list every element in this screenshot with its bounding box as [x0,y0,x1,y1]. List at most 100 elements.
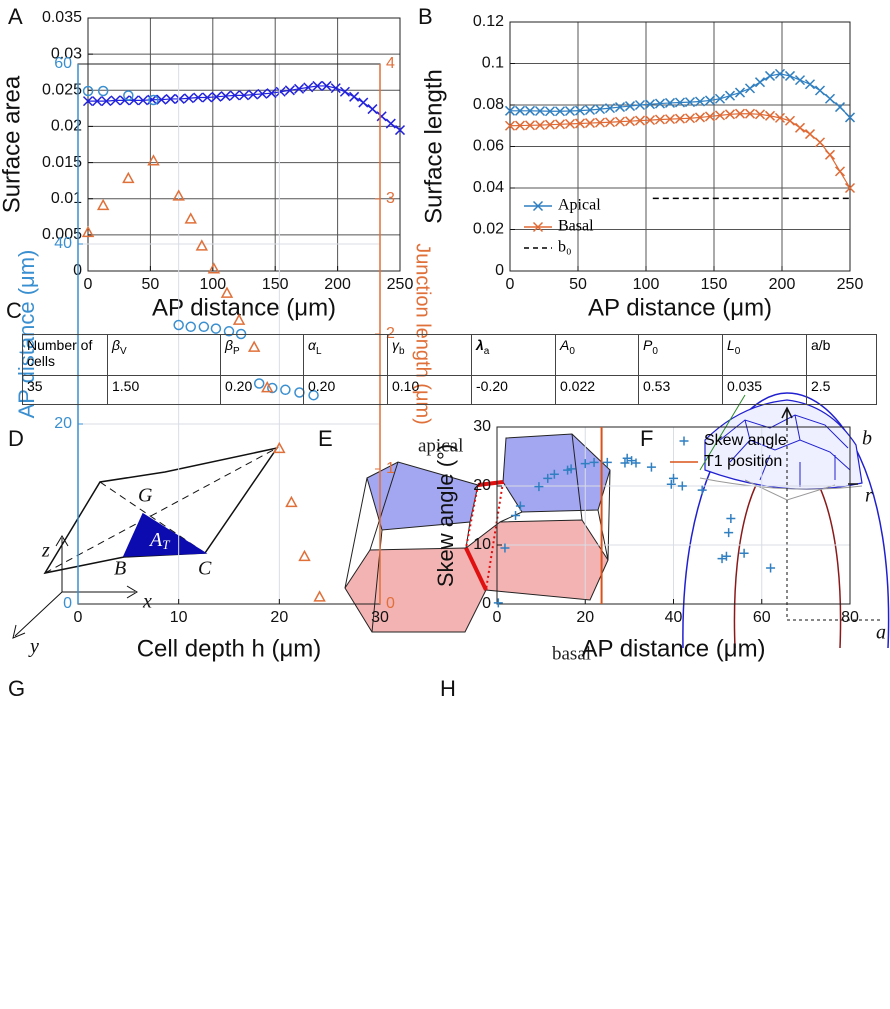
y-tick-label: 0.02 [473,221,504,238]
x-tick-label: 80 [841,609,859,626]
marker [385,118,396,129]
axes-guide [786,410,880,621]
y-tick-label: 0.01 [51,190,82,207]
marker [594,117,606,128]
header-text: Number of cells [27,337,93,369]
x-tick-label: 0 [493,609,502,626]
diagonal [99,481,206,554]
marker [694,112,706,123]
legend-label: b₀ [558,239,572,256]
y2-tick-label: 1 [386,460,395,477]
y-tick-label: 0.015 [42,154,82,171]
y-tick-label: 0 [63,595,72,612]
marker [294,83,305,94]
y-tick-label: 0.04 [473,179,504,196]
marker [784,70,796,81]
value-cell: 1.50 [107,375,221,405]
marker [624,101,636,112]
diagram-label: apical [418,435,463,456]
marker [524,105,536,116]
marker [275,86,286,97]
marker [794,122,806,133]
x-axis-label: AP distance (μm) [588,294,772,321]
y-tick-label: 0.08 [473,96,504,113]
panel-label: H [440,676,456,701]
marker [514,120,526,131]
marker [704,95,716,106]
marker [493,598,503,608]
marker [704,111,716,122]
x-tick-label: 150 [262,276,289,293]
diagram-label: basal [552,643,591,664]
marker [544,119,556,130]
marker [202,92,213,103]
marker [631,458,641,468]
x-axis-label: AP distance (μm) [152,294,336,321]
marker [566,464,576,474]
marker [614,116,626,127]
marker [554,119,566,130]
marker [81,225,95,238]
marker [739,548,749,558]
marker [544,106,556,117]
header-symbol: α [308,337,316,353]
basal-cell [344,547,487,633]
marker [624,116,636,127]
legend-label: Basal [558,218,594,235]
marker [183,93,194,104]
apical-junction [477,480,504,487]
marker [614,102,626,113]
marker [174,93,185,104]
value-cell: 35 [22,375,108,405]
marker [744,83,756,94]
marker [677,481,687,491]
x-tick-label: 60 [753,609,771,626]
header-subscript: a [483,345,490,357]
header-cell: βV [107,334,221,376]
marker [644,115,656,126]
marker [646,462,656,472]
marker [594,104,606,115]
marker [774,68,786,79]
marker [774,112,786,123]
marker [794,75,806,86]
x-tick-label: 30 [371,609,389,626]
value-cell: 0.20 [220,375,304,405]
marker [604,117,616,128]
marker [602,457,612,467]
header-subscript: b [399,345,405,357]
y2-tick-label: 3 [386,190,395,207]
panel-label: G [8,676,25,701]
y-tick-label: 40 [54,235,72,252]
x-tick-label: 50 [142,276,160,293]
legend-label: Apical [558,197,601,214]
apical-cell [366,461,479,531]
tangent [699,394,746,471]
y-tick-label: 0.005 [42,226,82,243]
x-tick-label: 0 [506,276,515,293]
marker [724,90,736,101]
y-tick-label: 20 [54,415,72,432]
header-symbol: β [112,337,120,353]
header-cell: Number of cells [22,334,108,376]
marker [697,485,707,495]
marker [622,453,632,463]
marker [156,94,167,105]
y-axis-label: Skew angle (°) [433,444,458,587]
header-symbol: P [643,337,653,353]
axis-label: x [142,591,152,613]
plot-frame [509,21,851,272]
marker [312,80,323,91]
header-cell: βP [220,334,304,376]
header-cell: αL [303,334,388,376]
marker [257,88,268,99]
header-cell: γb [387,334,472,376]
marker [358,97,369,108]
marker [627,456,637,466]
value-cell: 0.10 [387,375,472,405]
marker [674,97,686,108]
marker [220,286,234,298]
marker [764,70,776,81]
marker [184,212,197,224]
marker [724,528,734,538]
